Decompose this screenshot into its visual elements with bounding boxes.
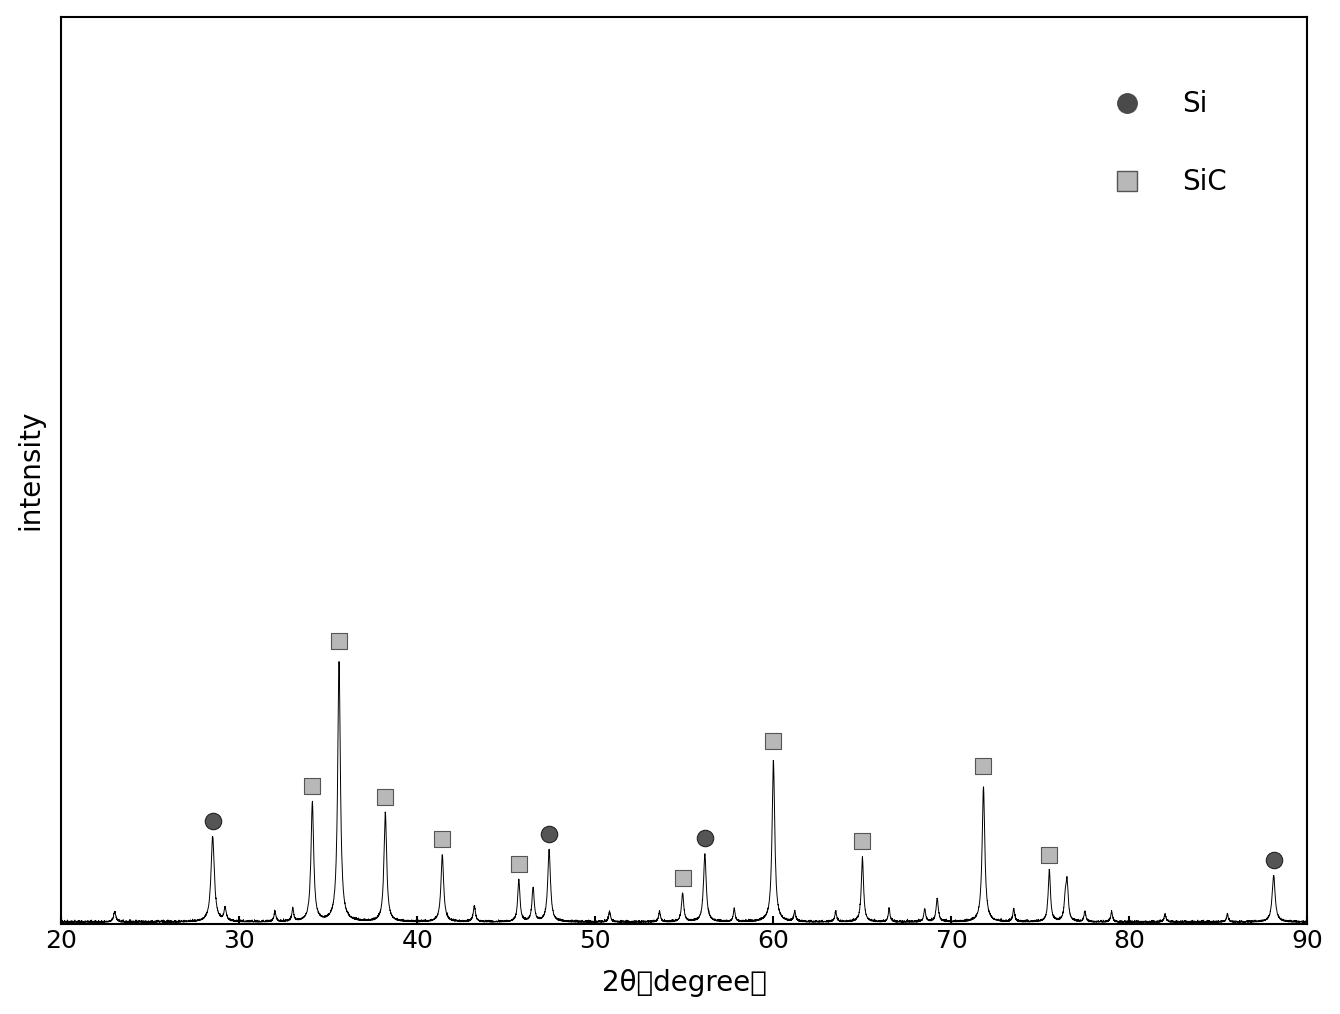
Point [973, 758, 994, 775]
Point [431, 831, 453, 848]
Point [328, 633, 350, 649]
Point [1038, 847, 1060, 863]
Point [694, 830, 716, 847]
Legend: Si, SiC: Si, SiC [1057, 49, 1269, 238]
Point [671, 870, 693, 886]
Point [302, 779, 323, 795]
X-axis label: 2θ（degree）: 2θ（degree） [602, 969, 766, 998]
Point [852, 834, 874, 850]
Point [202, 813, 224, 829]
Y-axis label: intensity: intensity [16, 410, 44, 530]
Point [1262, 852, 1284, 868]
Point [762, 732, 784, 748]
Point [508, 856, 529, 872]
Point [539, 825, 560, 842]
Point [375, 789, 397, 805]
